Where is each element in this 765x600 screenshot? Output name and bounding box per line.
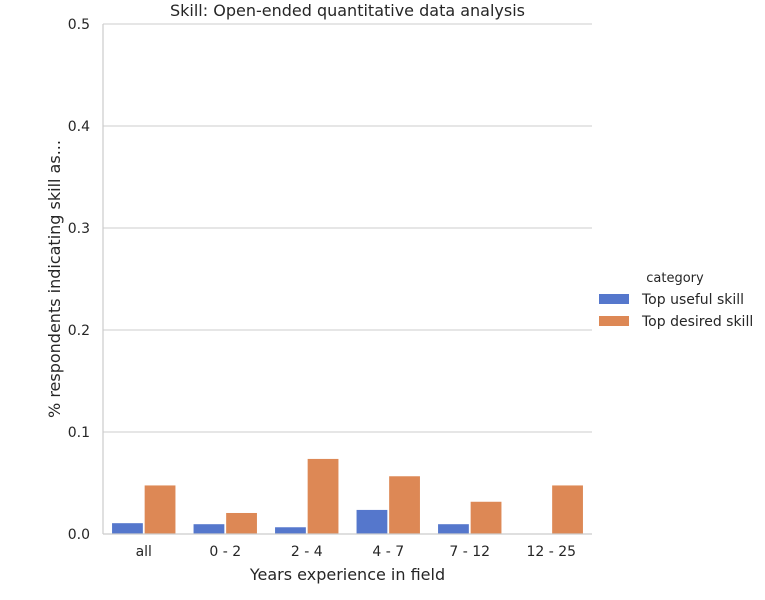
y-tick-label: 0.3 (68, 221, 90, 237)
legend-swatch (599, 294, 629, 304)
bar-top-desired-skill (143, 484, 177, 535)
legend: category Top useful skill Top desired ski… (599, 271, 753, 330)
legend-label: Top desired skill (641, 314, 753, 330)
y-tick-label: 0.0 (68, 527, 90, 543)
y-tick-label: 0.2 (68, 323, 90, 339)
x-tick-label: 7 - 12 (449, 544, 490, 560)
bar-top-useful-skill (355, 509, 389, 535)
bar-top-useful-skill (437, 523, 470, 535)
tick-labels: 0.0 0.1 0.2 0.3 0.4 0.5 all 0 - 2 2 - 4 4 - 7 7 - … (68, 17, 576, 560)
x-tick-label: 0 - 2 (209, 544, 241, 560)
bar-top-useful-skill (274, 526, 307, 535)
legend-label: Top useful skill (641, 292, 744, 308)
bar-top-desired-skill (551, 484, 584, 535)
x-tick-label: 12 - 25 (526, 544, 576, 560)
y-tick-label: 0.5 (68, 17, 90, 33)
legend-items: Top useful skill Top desired skill (599, 292, 753, 330)
legend-swatch (599, 316, 629, 326)
x-tick-label: all (136, 544, 152, 560)
bar-top-desired-skill (469, 500, 503, 535)
legend-title: category (646, 271, 704, 286)
bar-top-desired-skill (225, 512, 258, 535)
y-tick-label: 0.4 (68, 119, 90, 135)
bar-top-desired-skill (388, 475, 421, 535)
bar-top-useful-skill (192, 523, 226, 535)
bar-top-useful-skill (111, 522, 144, 535)
chart-title: Skill: Open-ended quantitative data anal… (170, 1, 525, 20)
bar-top-desired-skill (306, 458, 340, 535)
x-tick-label: 2 - 4 (291, 544, 323, 560)
x-axis-title: Years experience in field (249, 565, 445, 584)
axes (102, 24, 592, 535)
y-tick-label: 0.1 (68, 425, 90, 441)
y-axis-title: % respondents indicating skill as... (45, 140, 64, 418)
grid (103, 23, 592, 535)
bars (111, 458, 584, 535)
x-tick-label: 4 - 7 (372, 544, 404, 560)
